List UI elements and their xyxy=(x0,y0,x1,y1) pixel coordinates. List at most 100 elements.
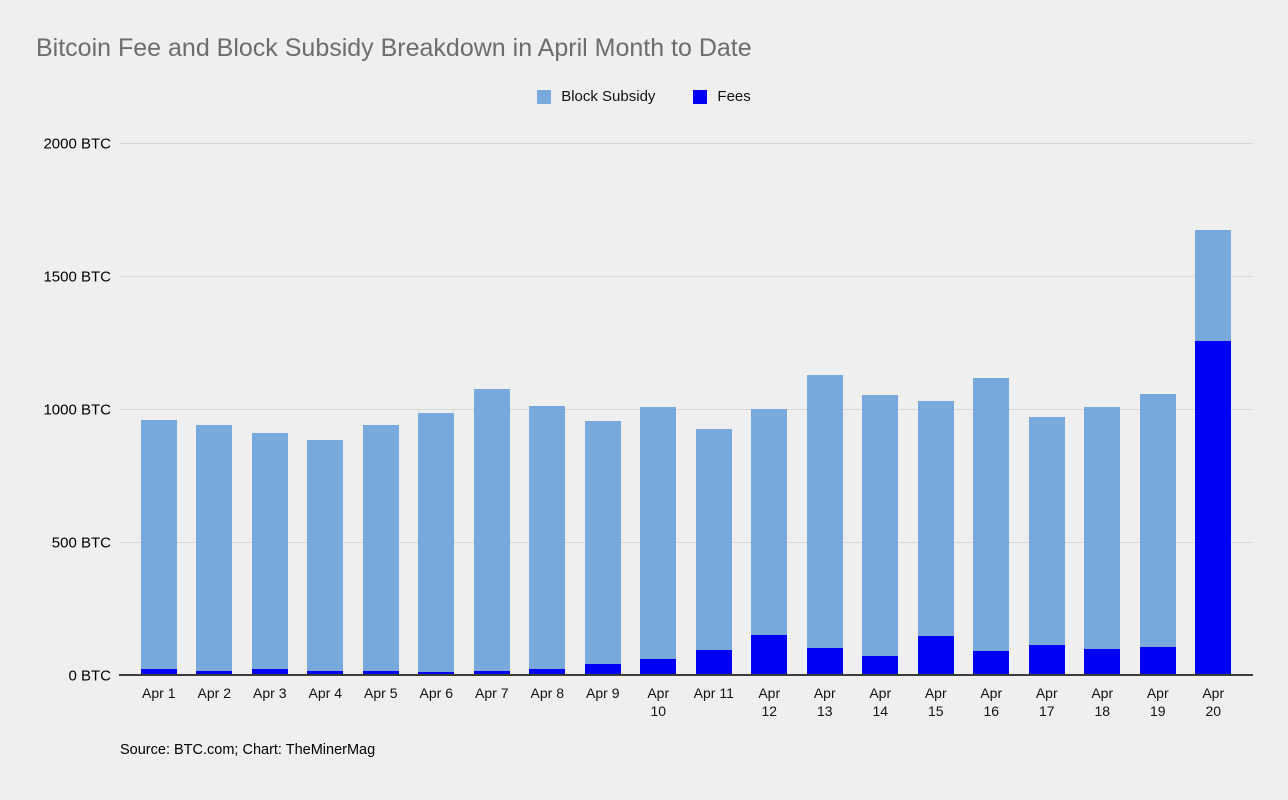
x-tick-label-apr-1: Apr 1 xyxy=(142,685,176,701)
bar-stack-apr-15 xyxy=(917,400,954,676)
x-tick-label-apr-2: Apr 2 xyxy=(197,685,231,701)
bar-column-apr-4: Apr 4 xyxy=(298,144,354,701)
x-axis-baseline xyxy=(119,674,1253,676)
block-subsidy-swatch-icon xyxy=(537,89,552,104)
x-tick-label-apr-18: Apr 18 xyxy=(1091,685,1114,719)
y-tick-label-1500: 1500 BTC xyxy=(43,268,111,286)
bar-stack-apr-11 xyxy=(695,429,732,676)
fees-segment xyxy=(140,669,177,676)
x-tick-label-apr-6: Apr 6 xyxy=(419,685,453,701)
bar-column-apr-16: Apr 16 xyxy=(964,144,1020,719)
bar-column-apr-7: Apr 7 xyxy=(464,144,520,701)
y-tick-label-500: 500 BTC xyxy=(51,534,111,552)
fees-segment xyxy=(751,635,788,676)
bar-column-apr-9: Apr 9 xyxy=(575,144,631,701)
x-tick-label-apr-8: Apr 8 xyxy=(530,685,564,701)
fees-segment xyxy=(1084,648,1121,676)
x-tick-label-apr-7: Apr 7 xyxy=(475,685,509,701)
block-subsidy-segment xyxy=(1028,416,1065,646)
fees-segment xyxy=(584,664,621,676)
legend-item-block-subsidy: Block Subsidy xyxy=(537,88,655,105)
block-subsidy-segment xyxy=(140,420,177,670)
bar-stack-apr-8 xyxy=(529,406,566,676)
fees-segment xyxy=(640,658,677,676)
x-tick-label-apr-10: Apr 10 xyxy=(647,685,670,719)
block-subsidy-segment xyxy=(1139,394,1176,647)
bar-column-apr-5: Apr 5 xyxy=(353,144,409,701)
bar-stack-apr-13 xyxy=(806,375,843,676)
fees-segment xyxy=(196,670,233,676)
block-subsidy-segment xyxy=(751,408,788,636)
bar-stack-apr-10 xyxy=(640,407,677,676)
bar-stack-apr-20 xyxy=(1195,230,1232,676)
bar-stack-apr-9 xyxy=(584,421,621,676)
legend-label-block-subsidy: Block Subsidy xyxy=(561,88,656,105)
legend-item-fees: Fees xyxy=(693,88,751,105)
block-subsidy-segment xyxy=(307,440,344,672)
legend-label-fees: Fees xyxy=(717,88,751,105)
x-tick-label-apr-19: Apr 19 xyxy=(1146,685,1169,719)
bar-column-apr-1: Apr 1 xyxy=(131,144,187,701)
fees-segment xyxy=(973,650,1010,676)
block-subsidy-segment xyxy=(418,413,455,673)
block-subsidy-segment xyxy=(917,400,954,637)
bar-stack-apr-18 xyxy=(1084,407,1121,676)
x-tick-label-apr-14: Apr 14 xyxy=(869,685,892,719)
plot-area: 0 BTC 500 BTC 1000 BTC 1500 BTC 2000 BTC Apr … xyxy=(43,136,1253,719)
x-tick-label-apr-12: Apr 12 xyxy=(758,685,781,719)
bar-column-apr-6: Apr 6 xyxy=(409,144,465,701)
gridline-2000 xyxy=(119,143,1253,144)
block-subsidy-segment xyxy=(695,429,732,650)
block-subsidy-segment xyxy=(473,389,510,671)
x-tick-label-apr-4: Apr 4 xyxy=(308,685,342,701)
fees-segment xyxy=(529,668,566,676)
block-subsidy-segment xyxy=(1195,230,1232,341)
fees-segment xyxy=(362,670,399,676)
x-tick-label-apr-13: Apr 13 xyxy=(813,685,836,719)
x-tick-label-apr-20: Apr 20 xyxy=(1202,685,1225,719)
fees-segment xyxy=(1028,645,1065,676)
bar-stack-apr-1 xyxy=(140,420,177,676)
gridline-1500 xyxy=(119,276,1253,277)
block-subsidy-segment xyxy=(862,395,899,657)
bar-column-apr-3: Apr 3 xyxy=(242,144,298,701)
bar-column-apr-11: Apr 11 xyxy=(686,144,742,701)
bar-stack-apr-16 xyxy=(973,378,1010,676)
bar-column-apr-2: Apr 2 xyxy=(187,144,243,701)
y-tick-label-0: 0 BTC xyxy=(68,667,111,685)
bar-stack-apr-12 xyxy=(751,408,788,676)
bar-column-apr-18: Apr 18 xyxy=(1075,144,1131,719)
block-subsidy-segment xyxy=(251,433,288,670)
bar-stack-apr-6 xyxy=(418,413,455,676)
x-tick-label-apr-15: Apr 15 xyxy=(924,685,947,719)
bar-column-apr-10: Apr 10 xyxy=(631,144,687,719)
fees-segment xyxy=(862,656,899,676)
x-tick-label-apr-5: Apr 5 xyxy=(364,685,398,701)
bar-column-apr-17: Apr 17 xyxy=(1019,144,1075,719)
bar-column-apr-13: Apr 13 xyxy=(797,144,853,719)
fees-segment xyxy=(695,649,732,676)
gridline-500 xyxy=(119,542,1253,543)
bar-stack-apr-7 xyxy=(473,389,510,676)
fees-segment xyxy=(473,670,510,676)
source-note: Source: BTC.com; Chart: TheMinerMag xyxy=(120,742,376,758)
bar-column-apr-14: Apr 14 xyxy=(853,144,909,719)
block-subsidy-segment xyxy=(584,421,621,665)
x-tick-label-apr-16: Apr 16 xyxy=(980,685,1003,719)
y-tick-label-1000: 1000 BTC xyxy=(43,401,111,419)
bar-column-apr-12: Apr 12 xyxy=(742,144,798,719)
legend: Block Subsidy Fees xyxy=(0,88,1288,105)
gridline-1000 xyxy=(119,409,1253,410)
bars-region: Apr 1 Apr 2 Apr 3 Apr 4 Apr 5 Apr 6 Apr 7 Apr 8… xyxy=(131,144,1241,719)
bar-stack-apr-5 xyxy=(362,424,399,676)
block-subsidy-segment xyxy=(640,407,677,659)
fees-segment xyxy=(1195,340,1232,676)
fees-segment xyxy=(917,636,954,676)
fees-segment xyxy=(251,669,288,676)
bar-column-apr-8: Apr 8 xyxy=(520,144,576,701)
bar-stack-apr-2 xyxy=(196,424,233,676)
fees-swatch-icon xyxy=(693,89,708,104)
x-tick-label-apr-3: Apr 3 xyxy=(253,685,287,701)
bar-stack-apr-4 xyxy=(307,440,344,676)
bar-stack-apr-19 xyxy=(1139,394,1176,676)
